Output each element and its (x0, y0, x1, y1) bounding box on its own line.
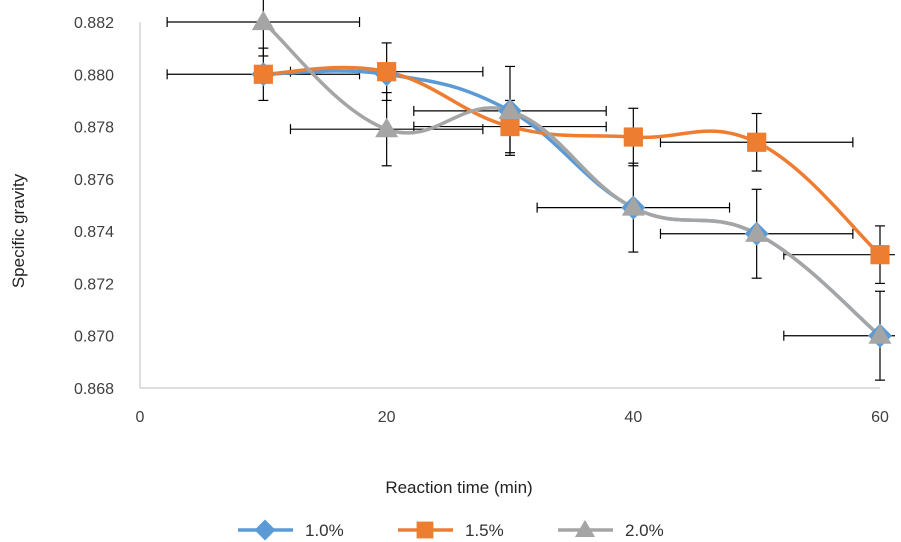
legend-item: 1.5% (398, 521, 504, 540)
series-markers (251, 10, 892, 348)
x-tick-label: 60 (871, 409, 889, 426)
data-point-1 (623, 127, 643, 147)
legend-triangle-icon (574, 519, 596, 538)
data-point-2 (621, 196, 645, 216)
y-tick-label: 0.882 (74, 15, 114, 32)
series-line-1 (261, 65, 882, 257)
data-point-1 (253, 64, 273, 84)
legend-square-icon (416, 521, 434, 539)
x-tick-label: 20 (378, 409, 396, 426)
data-point-1 (747, 132, 767, 152)
error-bars (166, 0, 895, 381)
data-point-1 (870, 245, 890, 265)
data-point-2 (745, 222, 769, 242)
y-tick-label: 0.880 (74, 67, 114, 84)
y-tick-label: 0.868 (74, 381, 114, 398)
legend-label: 2.0% (625, 521, 664, 540)
x-axis-title: Reaction time (min) (385, 478, 532, 497)
x-tick-label: 0 (136, 409, 145, 426)
legend-diamond-icon (254, 519, 276, 541)
y-tick-label: 0.878 (74, 120, 114, 137)
x-tick-labels: 0 20 40 60 (136, 409, 889, 426)
y-tick-labels: 0.868 0.870 0.872 0.874 0.876 0.878 0.880 0.882 (74, 15, 114, 398)
series-line-2 (261, 20, 882, 338)
y-tick-label: 0.870 (74, 329, 114, 346)
x-tick-label: 40 (624, 409, 642, 426)
data-point-1 (377, 62, 397, 82)
data-point-1 (500, 116, 520, 137)
y-tick-label: 0.872 (74, 276, 114, 293)
data-point-2 (251, 10, 275, 31)
y-tick-label: 0.874 (74, 224, 114, 241)
data-point-2 (375, 117, 399, 138)
legend-item: 2.0% (558, 519, 664, 540)
legend-item: 1.0% (238, 519, 344, 541)
y-tick-label: 0.876 (74, 172, 114, 189)
y-axis-title: Specific gravity (9, 173, 28, 288)
axes (139, 22, 880, 389)
data-point-2 (498, 99, 522, 119)
legend-label: 1.5% (465, 521, 504, 540)
series-lines (261, 20, 882, 338)
legend-label: 1.0% (305, 521, 344, 540)
data-point-2 (868, 324, 892, 344)
legend: 1.0% 1.5% 2.0% (238, 519, 664, 541)
